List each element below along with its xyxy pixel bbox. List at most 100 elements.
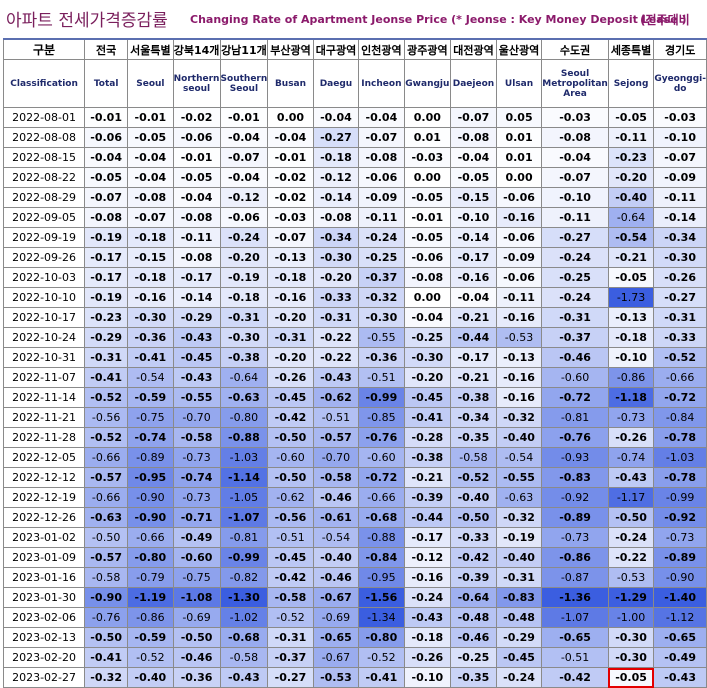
table-cell: -0.04	[219, 167, 269, 188]
table-cell: -0.10	[653, 127, 707, 148]
table-cell: -0.69	[312, 607, 360, 628]
table-cell: -0.16	[495, 367, 543, 388]
table-cell: -0.34	[653, 227, 707, 248]
table-cell: -0.74	[127, 427, 174, 448]
table-cell: -0.31	[267, 327, 314, 348]
table-cell: -0.58	[172, 427, 221, 448]
table-cell: -0.02	[267, 187, 314, 208]
table-cell: -0.51	[541, 647, 609, 668]
row-date: 2022-10-03	[2, 267, 86, 288]
table-cell: -0.06	[495, 187, 543, 208]
table-cell: -0.87	[541, 567, 609, 588]
table-cell: -0.30	[127, 307, 174, 328]
table-cell: -0.55	[172, 387, 221, 408]
table-cell: -0.84	[653, 407, 707, 428]
table-cell: -0.57	[84, 467, 129, 488]
table-cell: -0.04	[541, 147, 609, 168]
table-cell: -0.24	[541, 247, 609, 268]
table-cell: -0.05	[607, 267, 655, 288]
table-cell: -0.18	[267, 267, 314, 288]
table-cell: -0.01	[267, 147, 314, 168]
table-cell: -0.07	[84, 187, 129, 208]
table-cell: -0.88	[219, 427, 269, 448]
row-date: 2022-08-01	[2, 107, 86, 128]
table-cell: -0.11	[495, 287, 543, 308]
table-cell: -0.75	[127, 407, 174, 428]
table-cell: -1.05	[219, 487, 269, 508]
table-cell: -0.80	[127, 547, 174, 568]
table-cell: -0.72	[541, 387, 609, 408]
table-cell: -0.27	[312, 127, 360, 148]
table-cell: -0.33	[450, 527, 497, 548]
header-col-ko: 대구광역	[312, 38, 360, 60]
table-cell: -0.89	[541, 507, 609, 528]
table-cell: -0.17	[84, 267, 129, 288]
table-cell: -0.63	[84, 507, 129, 528]
table-cell: -0.69	[172, 607, 221, 628]
table-cell: -0.60	[172, 547, 221, 568]
table-cell: -0.13	[607, 307, 655, 328]
table-cell: -0.24	[607, 527, 655, 548]
header-col-ko: 부산광역	[267, 38, 314, 60]
table-row: 2022-12-26 -0.63 -0.90 -0.71 -1.07 -0.56 -0.61…	[2, 507, 707, 528]
table-row: 2023-01-09 -0.57 -0.80 -0.60 -0.99 -0.45 -0.40…	[2, 547, 707, 568]
table-cell: -0.79	[127, 567, 174, 588]
table-cell: -0.17	[450, 247, 497, 268]
table-row: 2022-11-21 -0.56 -0.75 -0.70 -0.80 -0.42 -0.51…	[2, 407, 707, 428]
comparison-label: (전주대비	[640, 13, 690, 27]
header-col-en: Sejong	[607, 59, 655, 108]
table-cell: -0.04	[172, 187, 221, 208]
table-cell: -0.43	[172, 367, 221, 388]
table-cell: -0.56	[267, 507, 314, 528]
table-cell: -0.50	[84, 527, 129, 548]
table-cell: -0.92	[653, 507, 707, 528]
table-row: 2023-02-06 -0.76 -0.86 -0.69 -1.02 -0.52 -0.69…	[2, 607, 707, 628]
row-date: 2022-08-29	[2, 187, 86, 208]
table-cell: -0.42	[450, 547, 497, 568]
table-cell: -0.16	[495, 307, 543, 328]
title-bar: 아파트 전세가격증감률 Changing Rate of Apartment J…	[0, 0, 707, 38]
table-cell: -0.04	[127, 147, 174, 168]
table-cell: -0.05	[127, 127, 174, 148]
table-cell: -0.54	[495, 447, 543, 468]
table-cell: -0.58	[219, 647, 269, 668]
table-cell: -0.80	[219, 407, 269, 428]
row-date: 2022-11-07	[2, 367, 86, 388]
table-cell: 0.00	[403, 107, 452, 128]
table-cell: -0.73	[172, 447, 221, 468]
table-row: 2022-10-24 -0.29 -0.36 -0.43 -0.30 -0.31 -0.22…	[2, 327, 707, 348]
table-cell: -0.24	[403, 587, 452, 608]
table-cell: -0.25	[358, 247, 405, 268]
table-cell: -0.53	[312, 667, 360, 688]
table-cell: -1.14	[219, 467, 269, 488]
table-cell: -0.02	[172, 107, 221, 128]
table-cell: -0.30	[607, 647, 655, 668]
table-cell: -0.52	[127, 647, 174, 668]
header-col-en: Incheon	[358, 59, 405, 108]
table-cell: -0.01	[403, 207, 452, 228]
table-row: 2023-01-16 -0.58 -0.79 -0.75 -0.82 -0.42 -0.46…	[2, 567, 707, 588]
table-cell: -0.40	[607, 187, 655, 208]
table-cell: -0.11	[541, 207, 609, 228]
table-cell: -0.07	[219, 147, 269, 168]
table-cell: -0.06	[84, 127, 129, 148]
header-col-en: Daegu	[312, 59, 360, 108]
table-cell: -0.43	[653, 667, 707, 688]
row-date: 2023-02-27	[2, 667, 86, 688]
row-date: 2022-10-17	[2, 307, 86, 328]
table-cell: -0.43	[312, 367, 360, 388]
table-cell: -0.22	[607, 547, 655, 568]
table-cell: -0.31	[219, 307, 269, 328]
table-cell: -0.26	[267, 367, 314, 388]
table-cell: -1.30	[219, 587, 269, 608]
header-col-ko: 세종특별	[607, 38, 655, 60]
row-date: 2023-01-30	[2, 587, 86, 608]
table-cell: -0.66	[84, 447, 129, 468]
table-cell: -0.61	[312, 507, 360, 528]
table-cell: -0.64	[607, 207, 655, 228]
table-cell: -0.76	[541, 427, 609, 448]
table-cell: -0.86	[541, 547, 609, 568]
table-cell: -0.12	[403, 547, 452, 568]
table-cell: -0.50	[267, 427, 314, 448]
header-col-ko: 경기도	[653, 38, 707, 60]
